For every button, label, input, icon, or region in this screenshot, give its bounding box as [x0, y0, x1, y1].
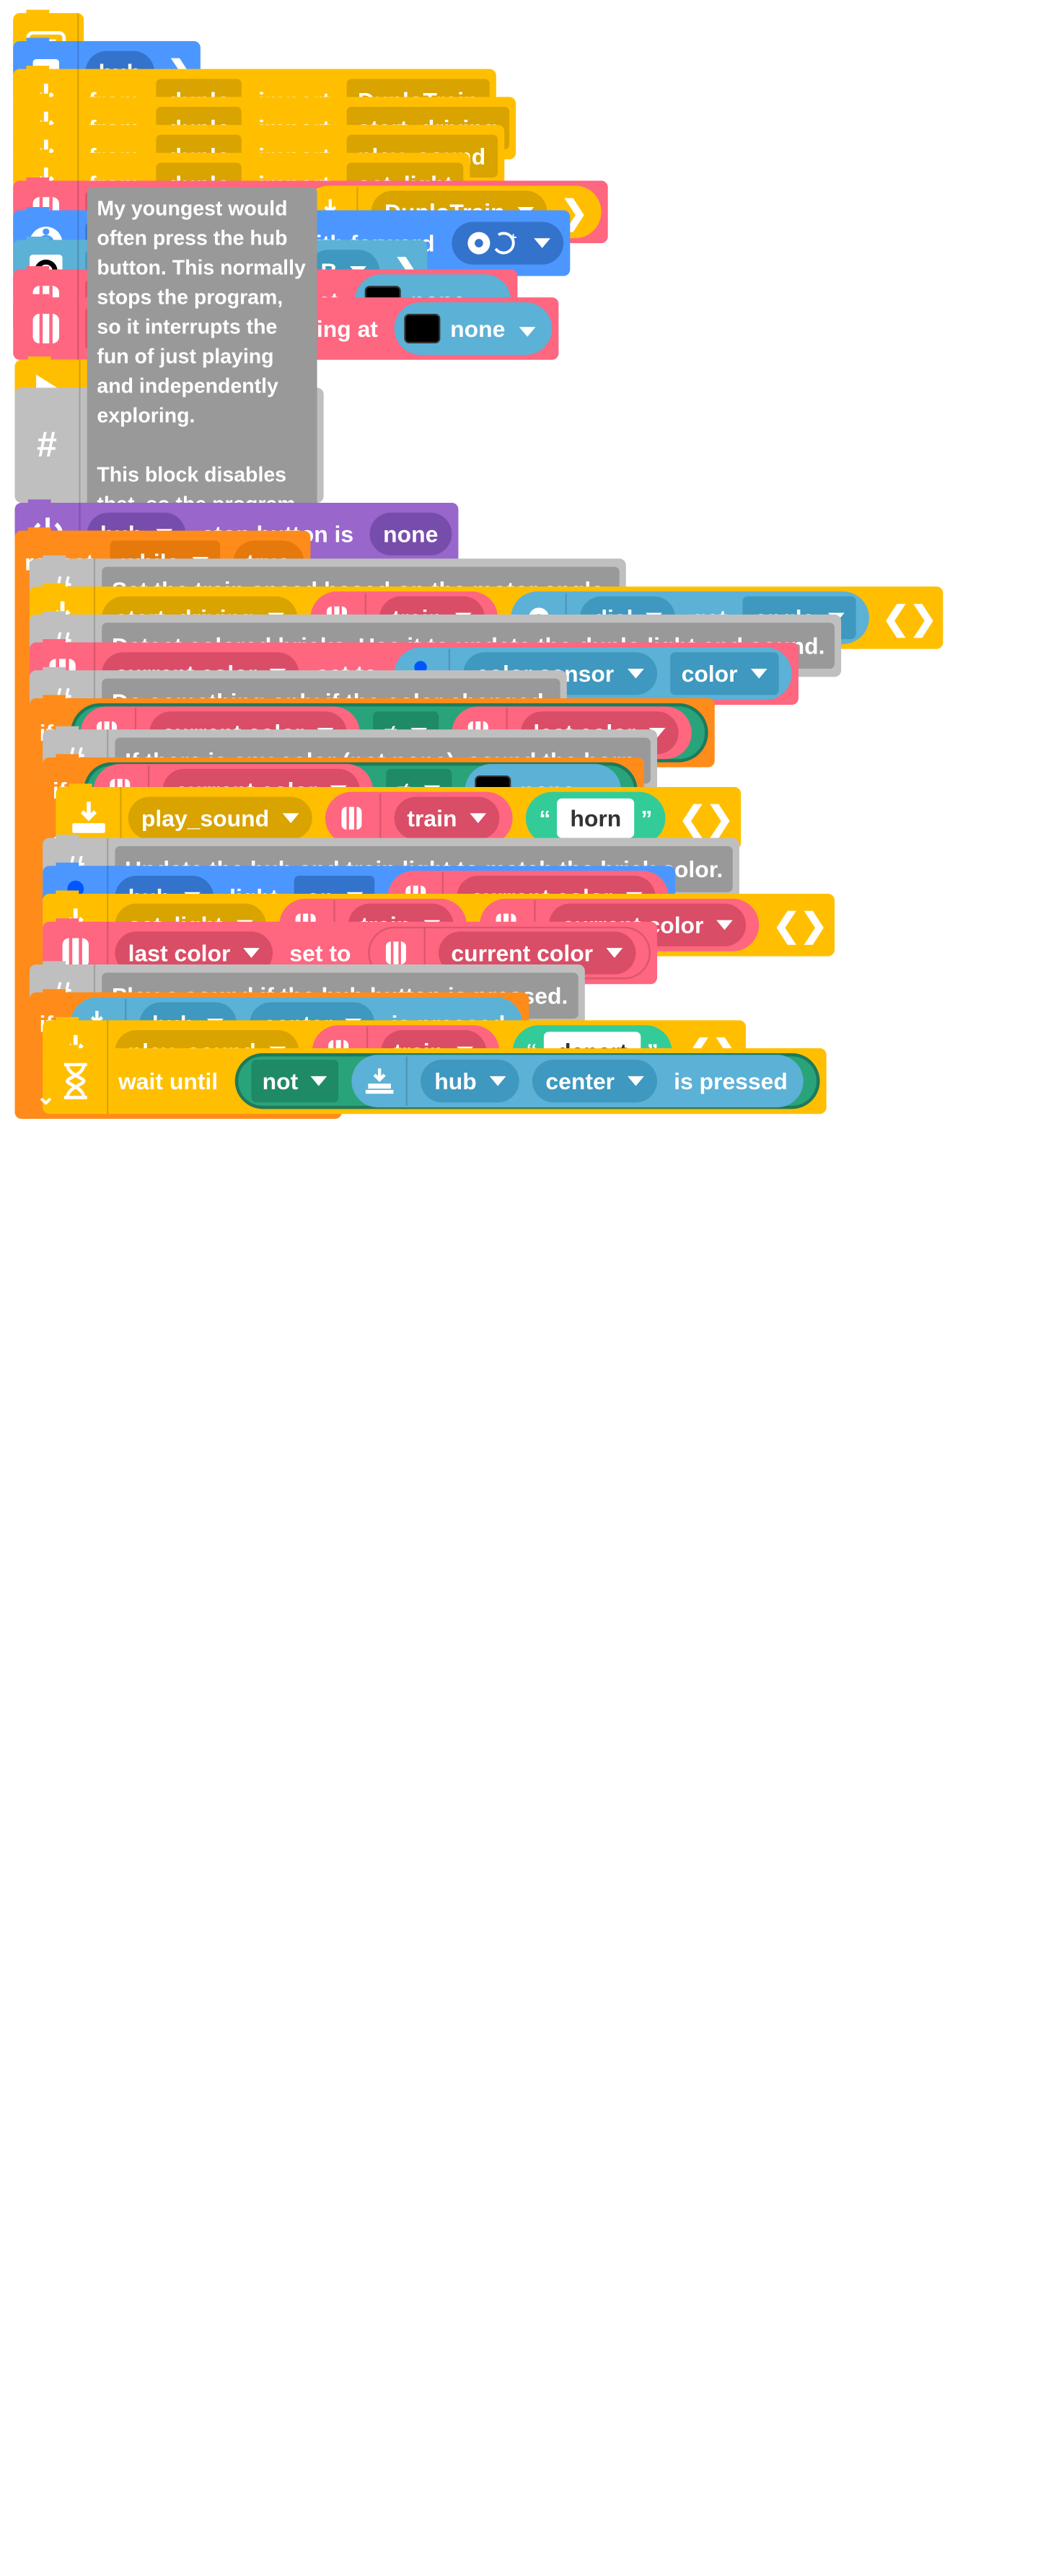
hash-icon: # [14, 387, 81, 503]
not-capsule[interactable]: not hub center is pressed [234, 1052, 821, 1109]
collapse-chevrons-icon[interactable]: ❮❯ [773, 907, 828, 944]
string-capsule[interactable]: “ horn ” [526, 791, 666, 845]
train-dropdown[interactable]: train [394, 796, 500, 840]
close-quote-icon: ” [634, 805, 653, 832]
property-dropdown[interactable]: color [669, 652, 779, 695]
none-value[interactable]: none [369, 512, 452, 555]
direction-dropdown[interactable]: + [451, 221, 563, 265]
import-icon [56, 786, 122, 850]
open-quote-icon: “ [539, 805, 558, 832]
wait-until-label: wait until [118, 1068, 219, 1094]
train-capsule[interactable]: train [325, 791, 513, 845]
variable-icon [43, 921, 109, 985]
is-pressed-label: is pressed [674, 1068, 788, 1094]
not-dropdown[interactable]: not [250, 1060, 340, 1103]
comment-block-long[interactable]: # My youngest would often press the hub … [14, 187, 324, 703]
string-value[interactable]: horn [557, 798, 635, 838]
button-pressed-capsule[interactable]: hub center is pressed [352, 1055, 804, 1108]
variable-icon [13, 297, 79, 360]
function-dropdown[interactable]: play_sound [128, 796, 312, 840]
wait-until-block[interactable]: wait until not hub center is pressed [43, 1045, 827, 1115]
button-press-icon [352, 1056, 408, 1106]
collapse-chevrons-icon[interactable]: ❮❯ [678, 801, 734, 838]
collapse-chevrons-icon[interactable]: ❮❯ [881, 600, 938, 637]
train-icon [325, 794, 381, 843]
color-swatch [404, 314, 441, 344]
color-capsule[interactable]: none [394, 302, 552, 355]
chevron-down-icon[interactable]: ⌄ [36, 1082, 56, 1109]
svg-text:+: + [509, 230, 516, 245]
button-dropdown[interactable]: center [532, 1060, 658, 1103]
color-dropdown[interactable]: none [450, 315, 535, 341]
clockwise-icon: + [467, 230, 516, 255]
hourglass-icon [43, 1048, 109, 1115]
set-to-label: set to [289, 939, 351, 967]
hub-dropdown[interactable]: hub [421, 1060, 519, 1103]
variable-icon [369, 928, 425, 978]
